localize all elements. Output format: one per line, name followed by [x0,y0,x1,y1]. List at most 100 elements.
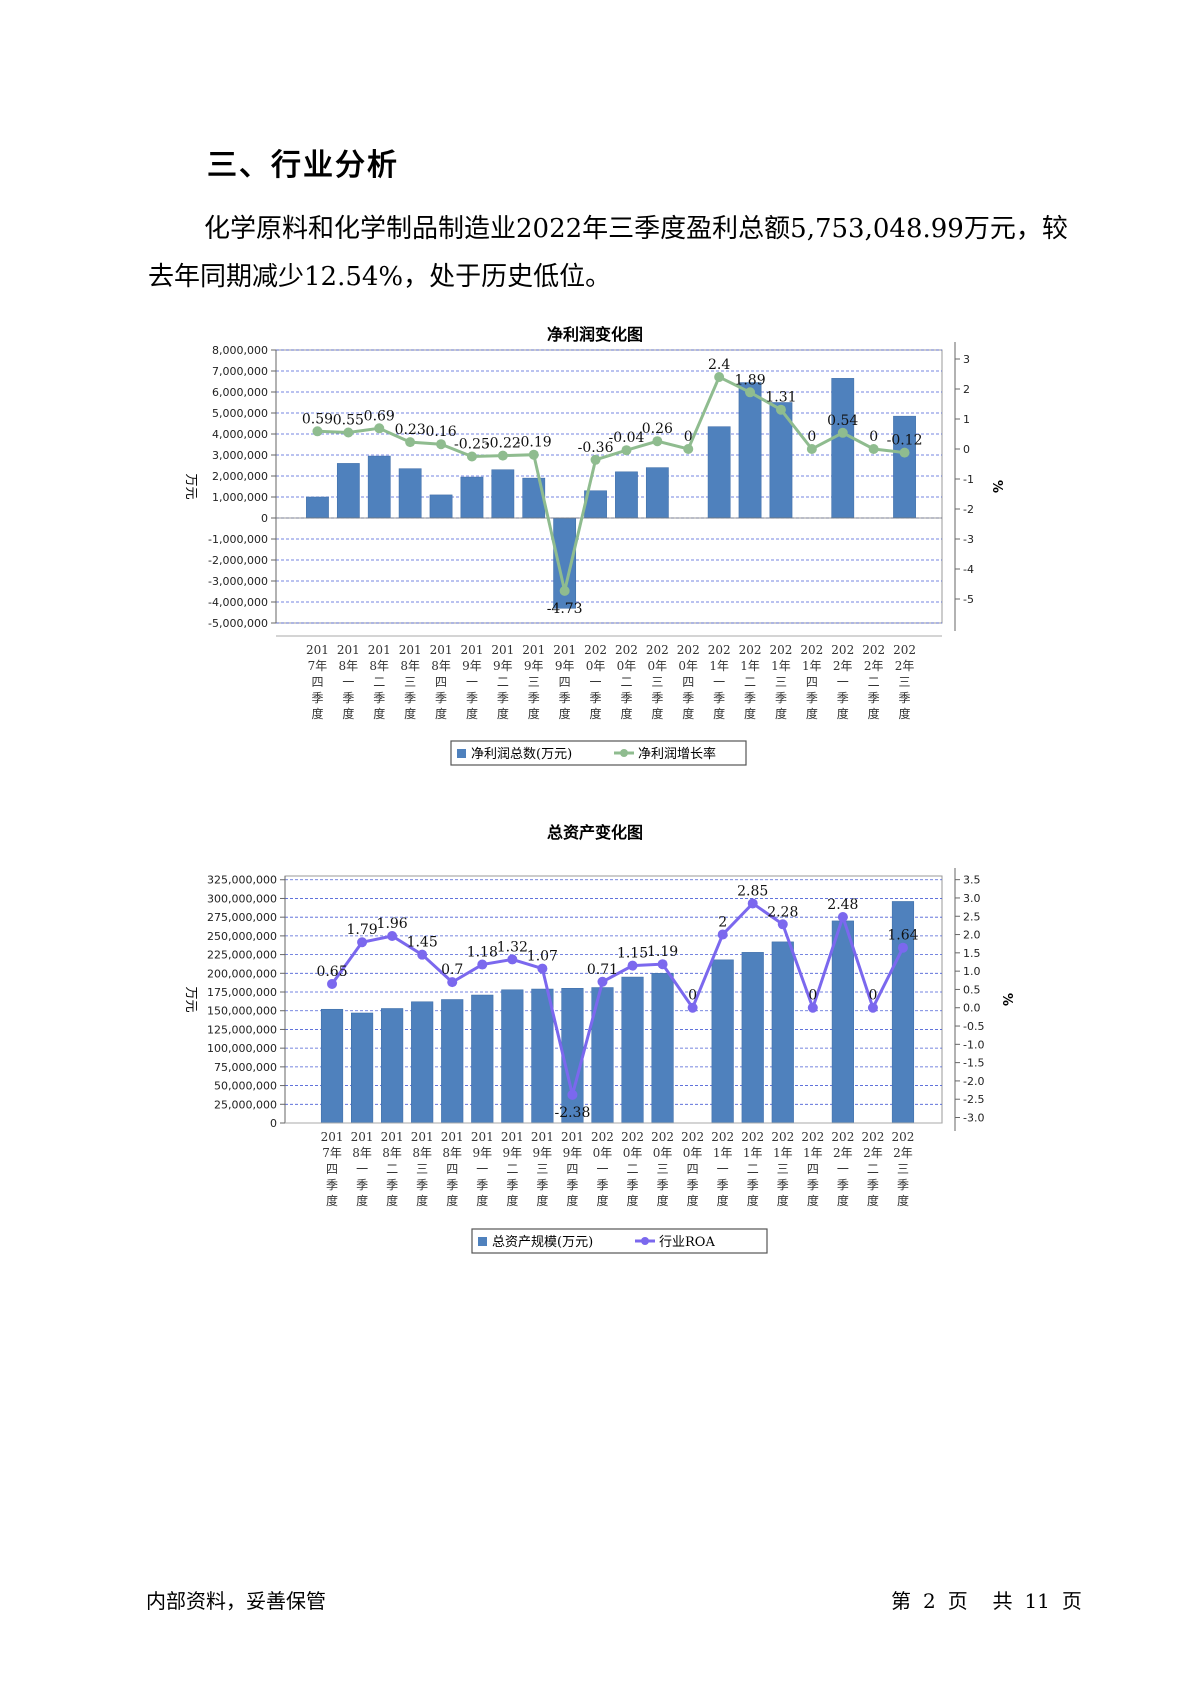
line-point [775,404,786,415]
x-tick-label: 202 [646,643,669,657]
x-tick-label: 一 [596,1162,608,1176]
y-tick-label: -4,000,000 [208,596,268,609]
x-tick-label: 201 [531,1130,554,1144]
x-tick-label: 季 [713,691,725,705]
x-tick-label: 8年 [352,1146,372,1160]
legend-marker-line [620,749,628,757]
x-tick-label: 9年 [493,659,513,673]
y2-tick-label: -2.0 [963,1075,984,1088]
line-point [507,954,518,965]
page-number: 2 [923,1589,936,1613]
x-tick-label: 202 [739,643,762,657]
x-tick-label: 201 [471,1130,494,1144]
line-point [405,437,416,448]
x-tick-label: 2年 [895,659,915,673]
x-tick-label: 0年 [683,1146,703,1160]
y-tick-label: 4,000,000 [212,428,268,441]
legend-label-bars: 总资产规模(万元) [492,1235,593,1250]
line-point [528,449,539,460]
x-tick-label: 度 [466,706,478,721]
data-label: 1.89 [734,372,765,388]
x-tick-label: 一 [837,1162,849,1176]
x-tick-label: 度 [596,1193,608,1208]
data-label: 2.48 [827,897,858,913]
total-number: 11 [1024,1589,1050,1613]
total-prefix: 共 [992,1589,1013,1613]
x-tick-label: 1年 [743,1146,763,1160]
x-tick-label: 度 [837,706,849,721]
x-tick-label: 度 [446,1193,458,1208]
bar [491,469,515,519]
x-tick-label: 201 [337,643,360,657]
data-label: 0 [868,988,877,1004]
x-tick-label: 度 [744,706,756,721]
bar [306,496,329,519]
x-tick-label: 三 [899,675,911,689]
x-tick-label: 二 [747,1162,759,1176]
data-label: 0.7 [441,962,463,978]
x-tick-label: 季 [416,1178,428,1192]
x-tick-label: 1年 [713,1146,733,1160]
x-tick-label: 三 [651,675,663,689]
x-tick-label: 三 [536,1162,548,1176]
x-tick-label: 二 [386,1162,398,1176]
x-tick-label: 度 [590,706,602,721]
x-tick-label: 季 [867,1178,879,1192]
data-label: 2.4 [708,357,730,373]
paragraph-text: 化学原料和化学制品制造业2022年三季度盈利总额5,753,048.99万元，较… [148,214,1068,292]
data-label: -0.22 [485,436,521,452]
y-tick-label: 5,000,000 [212,407,268,420]
line-point [687,1002,698,1013]
data-label: 1.18 [467,945,498,961]
bar [741,952,764,1124]
x-tick-label: 201 [399,643,422,657]
data-label: -0.36 [578,440,614,456]
data-label: 1.19 [647,944,678,960]
line-point [357,937,368,948]
line-point [652,436,663,447]
x-tick-label: 201 [411,1130,434,1144]
x-tick-label: 度 [373,706,385,721]
x-tick-label: 202 [615,643,638,657]
x-tick-label: 度 [311,706,323,721]
y-tick-label: -5,000,000 [208,617,268,630]
y2-tick-label: 3.5 [963,874,981,887]
x-tick-label: 一 [342,675,354,689]
data-label: 2.28 [767,904,798,920]
x-tick-label: 8年 [382,1146,402,1160]
data-label: 0 [688,988,697,1004]
x-tick-label: 201 [430,643,453,657]
x-tick-label: 度 [620,706,632,721]
x-tick-label: 度 [416,1193,428,1208]
x-tick-label: 度 [687,1193,699,1208]
bar [707,426,731,519]
y-tick-label: 25,000,000 [214,1098,277,1111]
x-tick-label: 度 [747,1193,759,1208]
x-tick-label: 季 [777,1178,789,1192]
line-point [657,959,668,970]
x-tick-label: 二 [627,1162,639,1176]
x-tick-label: 0年 [623,1146,643,1160]
data-label: 1.96 [377,916,408,932]
y2-tick-label: -1.5 [963,1057,984,1070]
section-heading: 三、行业分析 [207,148,399,183]
data-label: 1.64 [887,928,918,944]
x-tick-label: 1年 [709,659,729,673]
line-point [747,898,758,909]
x-tick-label: 2年 [833,1146,853,1160]
x-tick-label: 一 [466,675,478,689]
line-series [330,901,905,1096]
line-point [327,978,338,989]
x-tick-label: 度 [657,1193,669,1208]
y-tick-label: 150,000,000 [207,1005,277,1018]
x-tick-label: 度 [404,706,416,721]
x-tick-label: 9年 [524,659,544,673]
line-point [559,585,570,596]
x-tick-label: 9年 [472,1146,492,1160]
x-tick-label: 202 [831,643,854,657]
x-tick-label: 二 [506,1162,518,1176]
x-tick-label: 201 [501,1130,524,1144]
legend-swatch-bars [478,1237,487,1246]
x-tick-label: 二 [867,1162,879,1176]
